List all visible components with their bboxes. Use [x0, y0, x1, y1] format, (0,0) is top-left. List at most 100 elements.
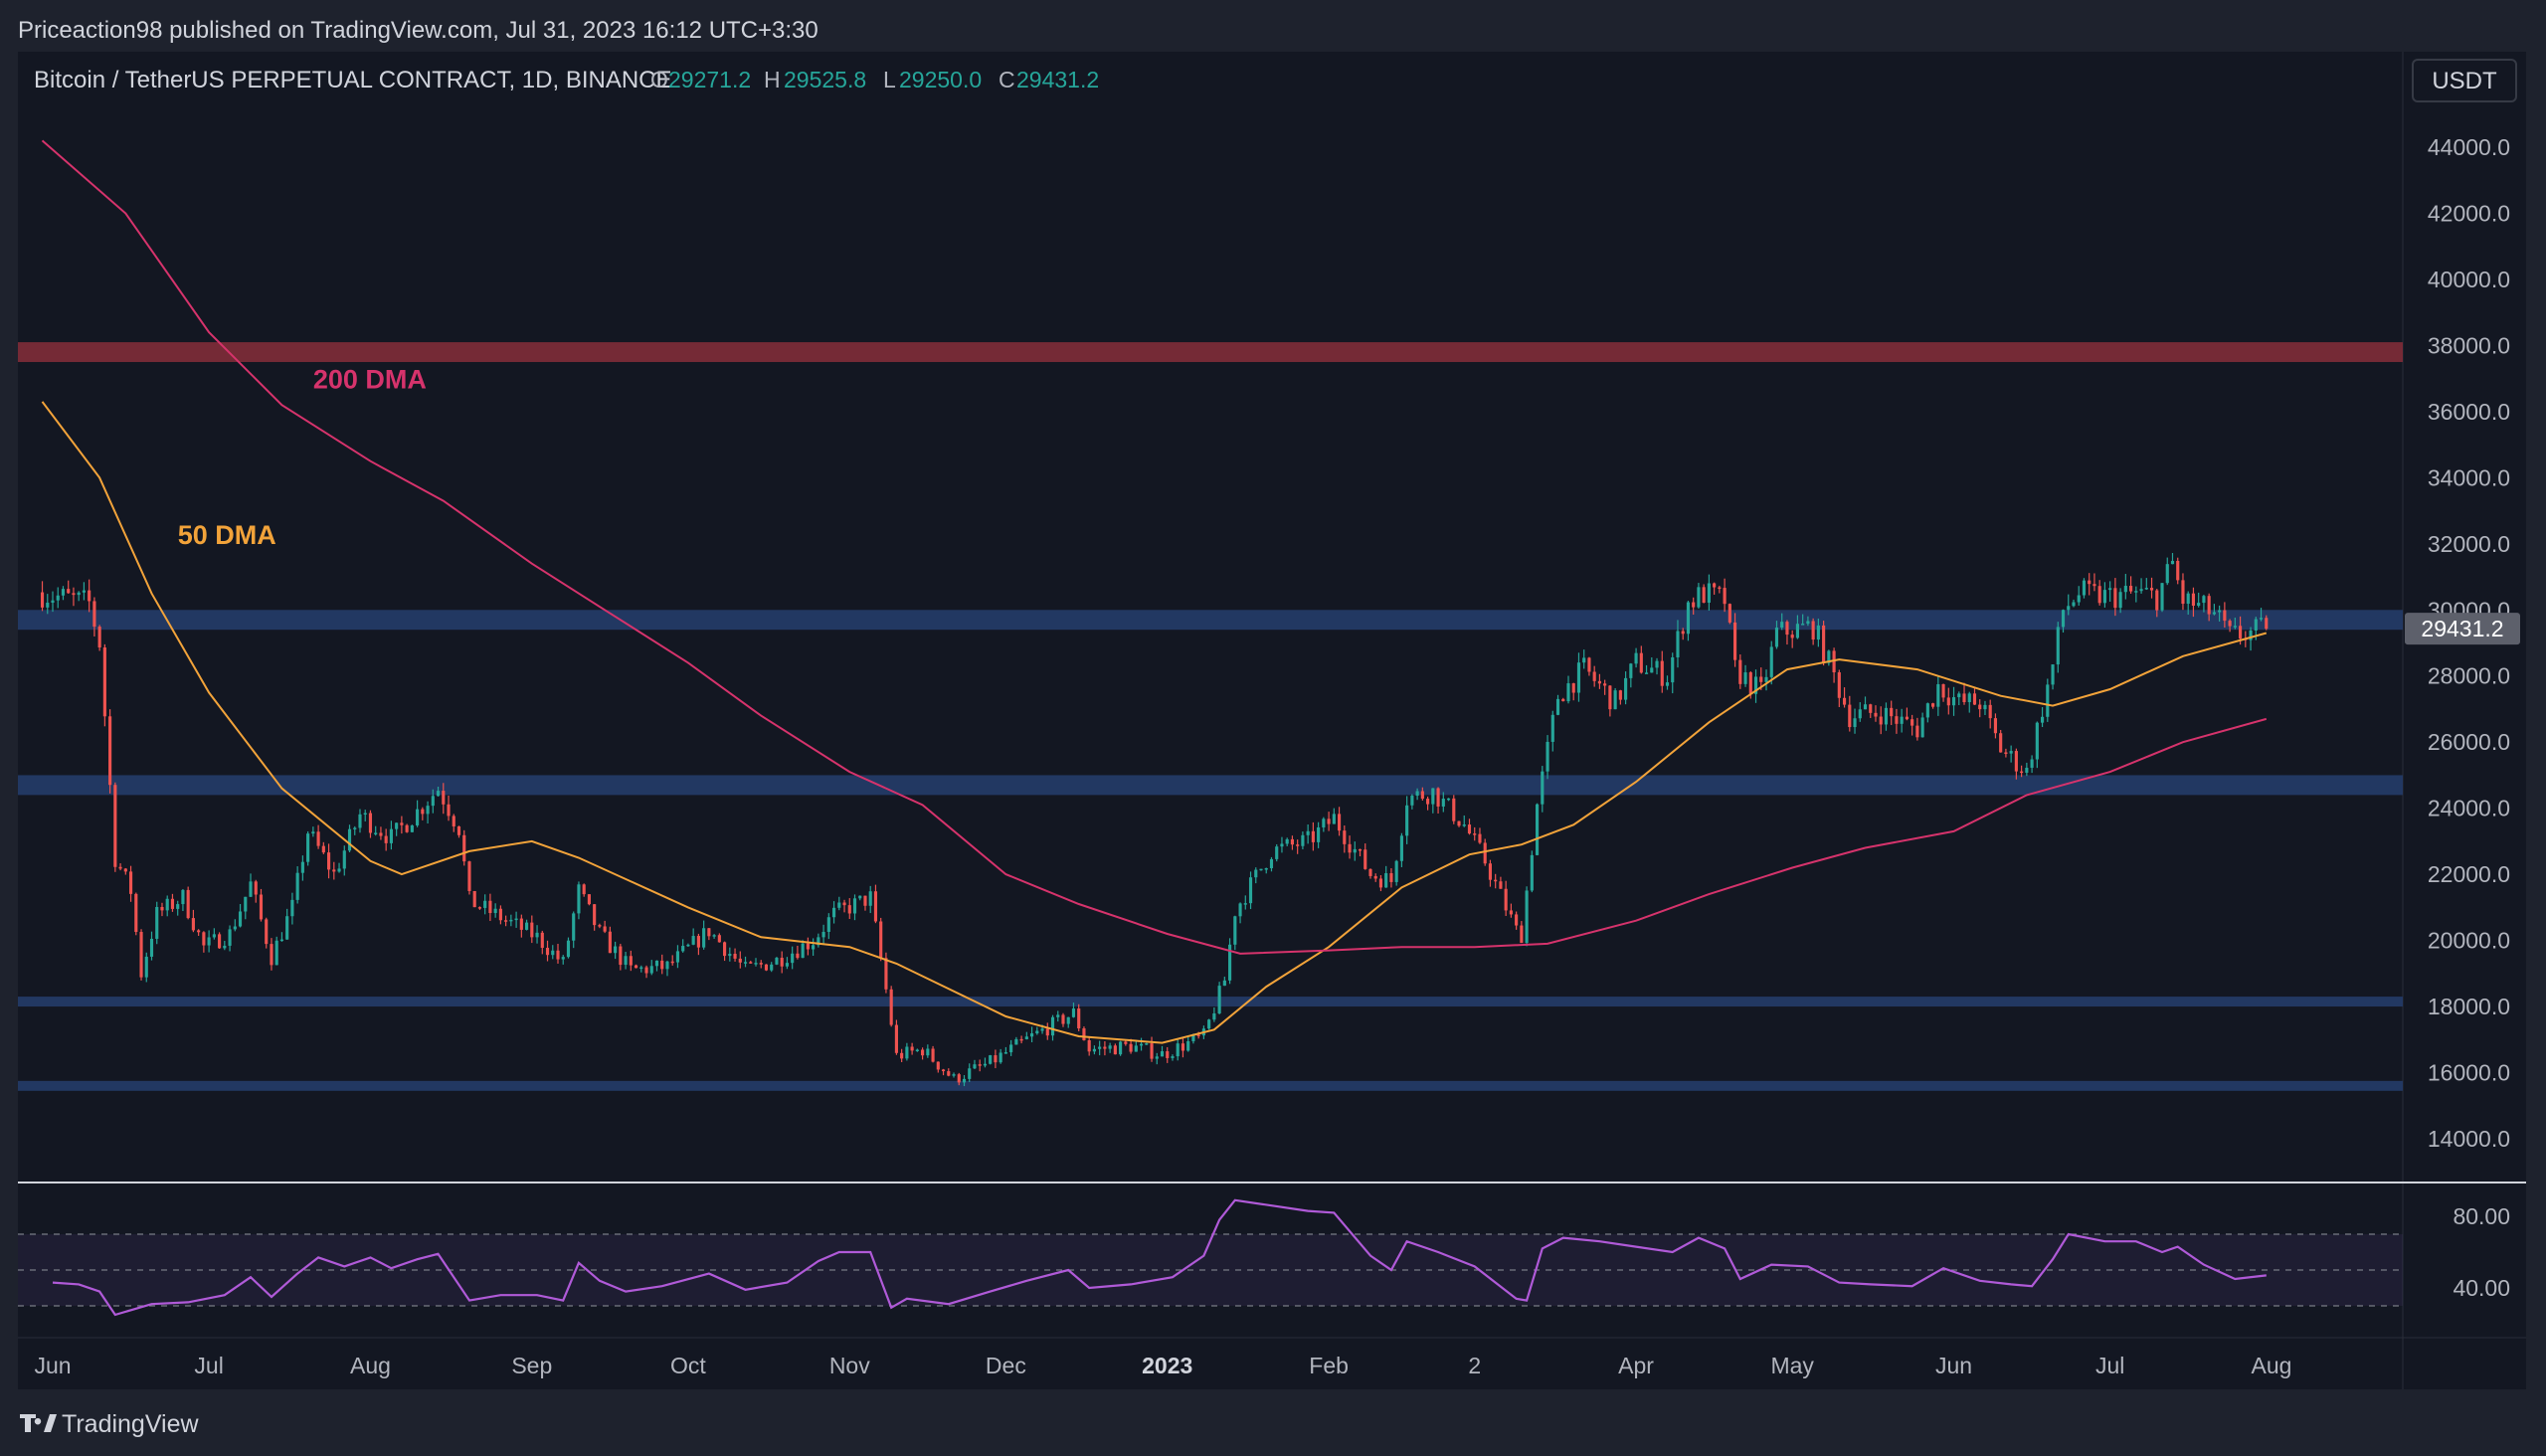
candle-body: [999, 1052, 1002, 1063]
candle-body: [1301, 834, 1305, 846]
candle-body: [1145, 1043, 1149, 1045]
candle-body: [1499, 881, 1503, 889]
candle-body: [1951, 697, 1956, 706]
candle-body: [181, 889, 185, 905]
candle-body: [1816, 625, 1820, 640]
candle-body: [1045, 1028, 1049, 1036]
candle-body: [717, 935, 721, 943]
candle-body: [1920, 717, 1924, 738]
candle-body: [1150, 1043, 1154, 1059]
time-tick-label-14: Aug: [2252, 1353, 2292, 1378]
ohlc-low-label: L: [883, 67, 896, 92]
candle-body: [1624, 677, 1628, 700]
time-tick-label-12: Jun: [1935, 1353, 1972, 1378]
price-tick-label-8: 28000.0: [2428, 663, 2510, 689]
candle-body: [1910, 719, 1914, 726]
candle-body: [1446, 798, 1451, 801]
candle-body: [1842, 697, 1847, 705]
time-tick-label-5: Nov: [829, 1353, 870, 1378]
candle-body: [556, 950, 560, 960]
candle-body: [2149, 588, 2154, 591]
candle-body: [170, 898, 175, 909]
candle-body: [1124, 1041, 1128, 1044]
candle-body: [1358, 848, 1363, 851]
candle-body: [806, 943, 810, 950]
candle-body: [1811, 621, 1815, 640]
candle-body: [614, 946, 618, 954]
tradingview-logo-text[interactable]: TradingView: [62, 1410, 200, 1438]
currency-button[interactable]: USDT: [2412, 59, 2517, 102]
time-tick-label-11: May: [1770, 1353, 1814, 1378]
candle-body: [812, 945, 816, 950]
candle-body: [123, 868, 127, 872]
candle-body: [978, 1064, 982, 1066]
candle-body: [1780, 622, 1784, 629]
candle-body: [274, 940, 278, 966]
candle-body: [509, 919, 513, 922]
candle-body: [921, 1049, 925, 1056]
publisher-line: Priceaction98 published on TradingView.c…: [18, 17, 818, 44]
candle-body: [545, 948, 550, 956]
support-zone-4: [18, 1080, 2403, 1091]
time-tick-label-13: Jul: [2095, 1353, 2124, 1378]
candle-body: [1541, 771, 1545, 805]
candle-body: [540, 932, 544, 949]
candle-body: [1555, 698, 1560, 715]
price-axis[interactable]: [2403, 52, 2526, 1389]
candle-body: [1134, 1045, 1138, 1052]
candle-body: [1884, 707, 1889, 725]
ohlc-close-value: 29431.2: [1016, 67, 1099, 92]
symbol-title: Bitcoin / TetherUS PERPETUAL CONTRACT, 1…: [34, 67, 672, 93]
candle-body: [868, 891, 872, 906]
candle-body: [2165, 564, 2169, 584]
price-tick-label-5: 34000.0: [2428, 464, 2510, 490]
candle-body: [504, 920, 508, 922]
ohlc-high-value: 29525.8: [784, 67, 866, 92]
candle-body: [1441, 799, 1445, 807]
candle-body: [249, 881, 253, 897]
candle-body: [821, 931, 825, 938]
currency-button-label[interactable]: USDT: [2432, 68, 2497, 94]
candle-body: [1723, 588, 1727, 605]
candle-body: [905, 1046, 909, 1059]
candle-body: [1483, 842, 1487, 864]
candle-body: [488, 900, 492, 914]
candle-body: [2030, 759, 2034, 768]
price-tick-label-4: 36000.0: [2428, 399, 2510, 425]
candles-layer: [40, 553, 2269, 1087]
candle-body: [1327, 819, 1331, 824]
candle-body: [379, 832, 383, 836]
candle-body: [702, 928, 706, 948]
candle-body: [525, 922, 529, 930]
candle-body: [1494, 879, 1498, 882]
candle-body: [265, 919, 269, 945]
candle-body: [681, 946, 685, 952]
candle-body: [2259, 618, 2264, 620]
candle-body: [1431, 788, 1435, 805]
candle-body: [1671, 657, 1675, 683]
price-tick-label-2: 40000.0: [2428, 267, 2510, 292]
candle-body: [775, 958, 779, 965]
candle-body: [884, 958, 888, 990]
candle-body: [2035, 722, 2039, 760]
rsi-layer: 80.00 40.00: [18, 1198, 2510, 1317]
candle-body: [900, 1052, 904, 1059]
candle-body: [1212, 1013, 1216, 1020]
candle-body: [1233, 916, 1237, 945]
candle-body: [1196, 1034, 1200, 1036]
candle-body: [561, 957, 565, 960]
currency-button-frame[interactable]: [2412, 59, 2517, 102]
tradingview-logo[interactable]: TradingView: [20, 1410, 200, 1438]
candle-body: [113, 785, 117, 867]
candle-body: [759, 963, 763, 965]
candle-body: [332, 869, 336, 872]
candle-body: [1790, 635, 1794, 638]
candle-body: [947, 1071, 951, 1076]
candle-body: [1410, 796, 1414, 806]
price-tick-label-1: 42000.0: [2428, 200, 2510, 226]
candle-body: [1353, 848, 1357, 853]
candle-body: [1337, 814, 1342, 831]
candle-body: [128, 871, 133, 894]
candle-body: [1566, 683, 1570, 702]
candle-body: [1827, 650, 1831, 663]
